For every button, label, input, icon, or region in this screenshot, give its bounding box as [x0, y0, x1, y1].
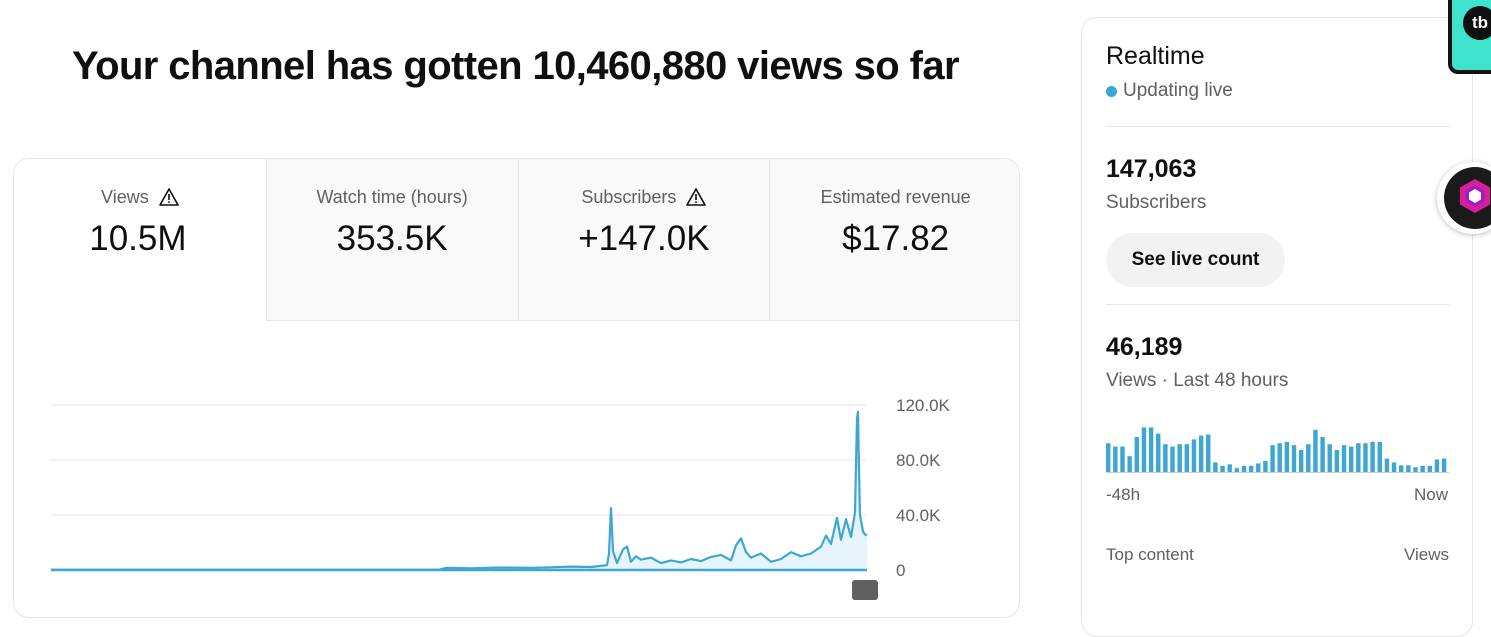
realtime-bar [1398, 465, 1404, 473]
divider [1106, 304, 1449, 305]
top-content-header: Top content Views [1106, 545, 1449, 565]
realtime-bar [1106, 443, 1111, 473]
realtime-card: Realtime Updating live 147,063 Subscribe… [1081, 17, 1473, 637]
realtime-bar [1170, 446, 1175, 473]
warning-icon[interactable] [686, 188, 707, 206]
realtime-bar [1263, 461, 1268, 473]
hexagon-icon [1460, 179, 1490, 213]
realtime-bar [1341, 445, 1347, 473]
tab-label: Views [101, 187, 149, 207]
realtime-bar [1298, 449, 1304, 473]
realtime-bar [1134, 437, 1140, 473]
realtime-bar [1441, 458, 1447, 473]
tab-value: $17.82 [842, 219, 950, 258]
live-dot-icon [1106, 85, 1117, 97]
realtime-bar [1320, 437, 1325, 473]
realtime-views-value: 46,189 [1106, 333, 1183, 361]
views-chart[interactable]: 120.0K 80.0K 40.0K 0 [14, 322, 1019, 617]
series-line-views [51, 410, 868, 571]
realtime-bar [1256, 463, 1261, 473]
realtime-bar [1348, 446, 1354, 473]
realtime-bar [1306, 444, 1311, 473]
realtime-bar [1291, 445, 1297, 473]
realtime-bar [1191, 439, 1197, 473]
metric-tabs: Views 10.5M Watch time (hours) 353.5K Su… [14, 159, 1019, 321]
realtime-subscribers-label: Subscribers [1106, 192, 1207, 213]
realtime-bar [1363, 443, 1368, 473]
realtime-bar [1334, 449, 1340, 473]
realtime-bar [1270, 445, 1275, 473]
realtime-bar-chart[interactable] [1106, 413, 1449, 473]
tab-views[interactable]: Views 10.5M [14, 159, 266, 321]
realtime-bar [1113, 446, 1118, 473]
realtime-bar [1327, 444, 1332, 473]
realtime-bar [1127, 456, 1132, 473]
realtime-title: Realtime [1106, 42, 1205, 70]
realtime-subscribers-value: 147,063 [1106, 155, 1197, 183]
headline-total-views: Your channel has gotten 10,460,880 views… [72, 44, 960, 88]
realtime-bar [1248, 465, 1254, 473]
realtime-bar [1277, 443, 1282, 473]
y-tick-label: 120.0K [896, 396, 951, 415]
realtime-views-label: Views · Last 48 hours [1106, 370, 1289, 391]
date-marker [852, 580, 878, 600]
realtime-bar [1420, 465, 1425, 473]
tab-watch-time[interactable]: Watch time (hours) 353.5K [265, 159, 518, 321]
top-content-metric: Views [1403, 545, 1449, 564]
realtime-bar [1213, 462, 1218, 473]
top-content-label: Top content [1106, 545, 1194, 564]
realtime-bar [1427, 465, 1432, 473]
realtime-bar [1177, 444, 1182, 473]
minichart-axis-start: -48h [1106, 485, 1141, 504]
realtime-bar [1120, 446, 1125, 473]
tab-label: Watch time (hours) [316, 187, 468, 207]
live-status: Updating live [1106, 80, 1233, 102]
minichart-axis-end: Now [1413, 485, 1448, 504]
realtime-bar [1356, 443, 1361, 473]
y-tick-label: 0 [896, 561, 905, 580]
realtime-bar [1241, 465, 1247, 473]
realtime-bar [1413, 467, 1418, 473]
realtime-bar [1406, 465, 1411, 473]
realtime-bar [1227, 464, 1232, 473]
realtime-bar [1198, 435, 1204, 473]
tab-estimated-revenue[interactable]: Estimated revenue $17.82 [769, 159, 1019, 321]
realtime-bar [1206, 434, 1211, 473]
realtime-bar [1313, 429, 1318, 473]
realtime-bar [1220, 465, 1225, 473]
realtime-bar [1163, 444, 1168, 473]
see-live-count-button[interactable]: See live count [1106, 233, 1285, 287]
tab-label: Estimated revenue [820, 187, 971, 207]
realtime-bar [1370, 441, 1375, 473]
y-tick-label: 40.0K [896, 506, 941, 525]
y-tick-label: 80.0K [896, 451, 941, 470]
realtime-bar [1434, 459, 1440, 473]
realtime-bar [1156, 433, 1161, 473]
tab-value: +147.0K [578, 219, 710, 258]
tubebuddy-icon[interactable]: tb [1463, 6, 1491, 40]
divider [1106, 126, 1449, 127]
overview-card: Views 10.5M Watch time (hours) 353.5K Su… [13, 158, 1020, 618]
warning-icon[interactable] [158, 188, 179, 206]
realtime-bar [1148, 427, 1154, 473]
realtime-bar [1391, 462, 1397, 473]
tab-value: 10.5M [89, 219, 187, 258]
realtime-bar [1184, 444, 1190, 473]
tab-value: 353.5K [336, 219, 448, 258]
realtime-bar [1284, 441, 1290, 473]
realtime-bar [1377, 441, 1382, 473]
tab-label: Subscribers [581, 187, 677, 207]
views-chart-svg: 120.0K 80.0K 40.0K 0 [51, 396, 951, 600]
realtime-bar [1234, 468, 1240, 473]
realtime-bar [1384, 458, 1390, 473]
realtime-bar [1141, 427, 1147, 473]
live-status-text: Updating live [1123, 80, 1233, 101]
tab-subscribers[interactable]: Subscribers +147.0K [517, 159, 770, 321]
